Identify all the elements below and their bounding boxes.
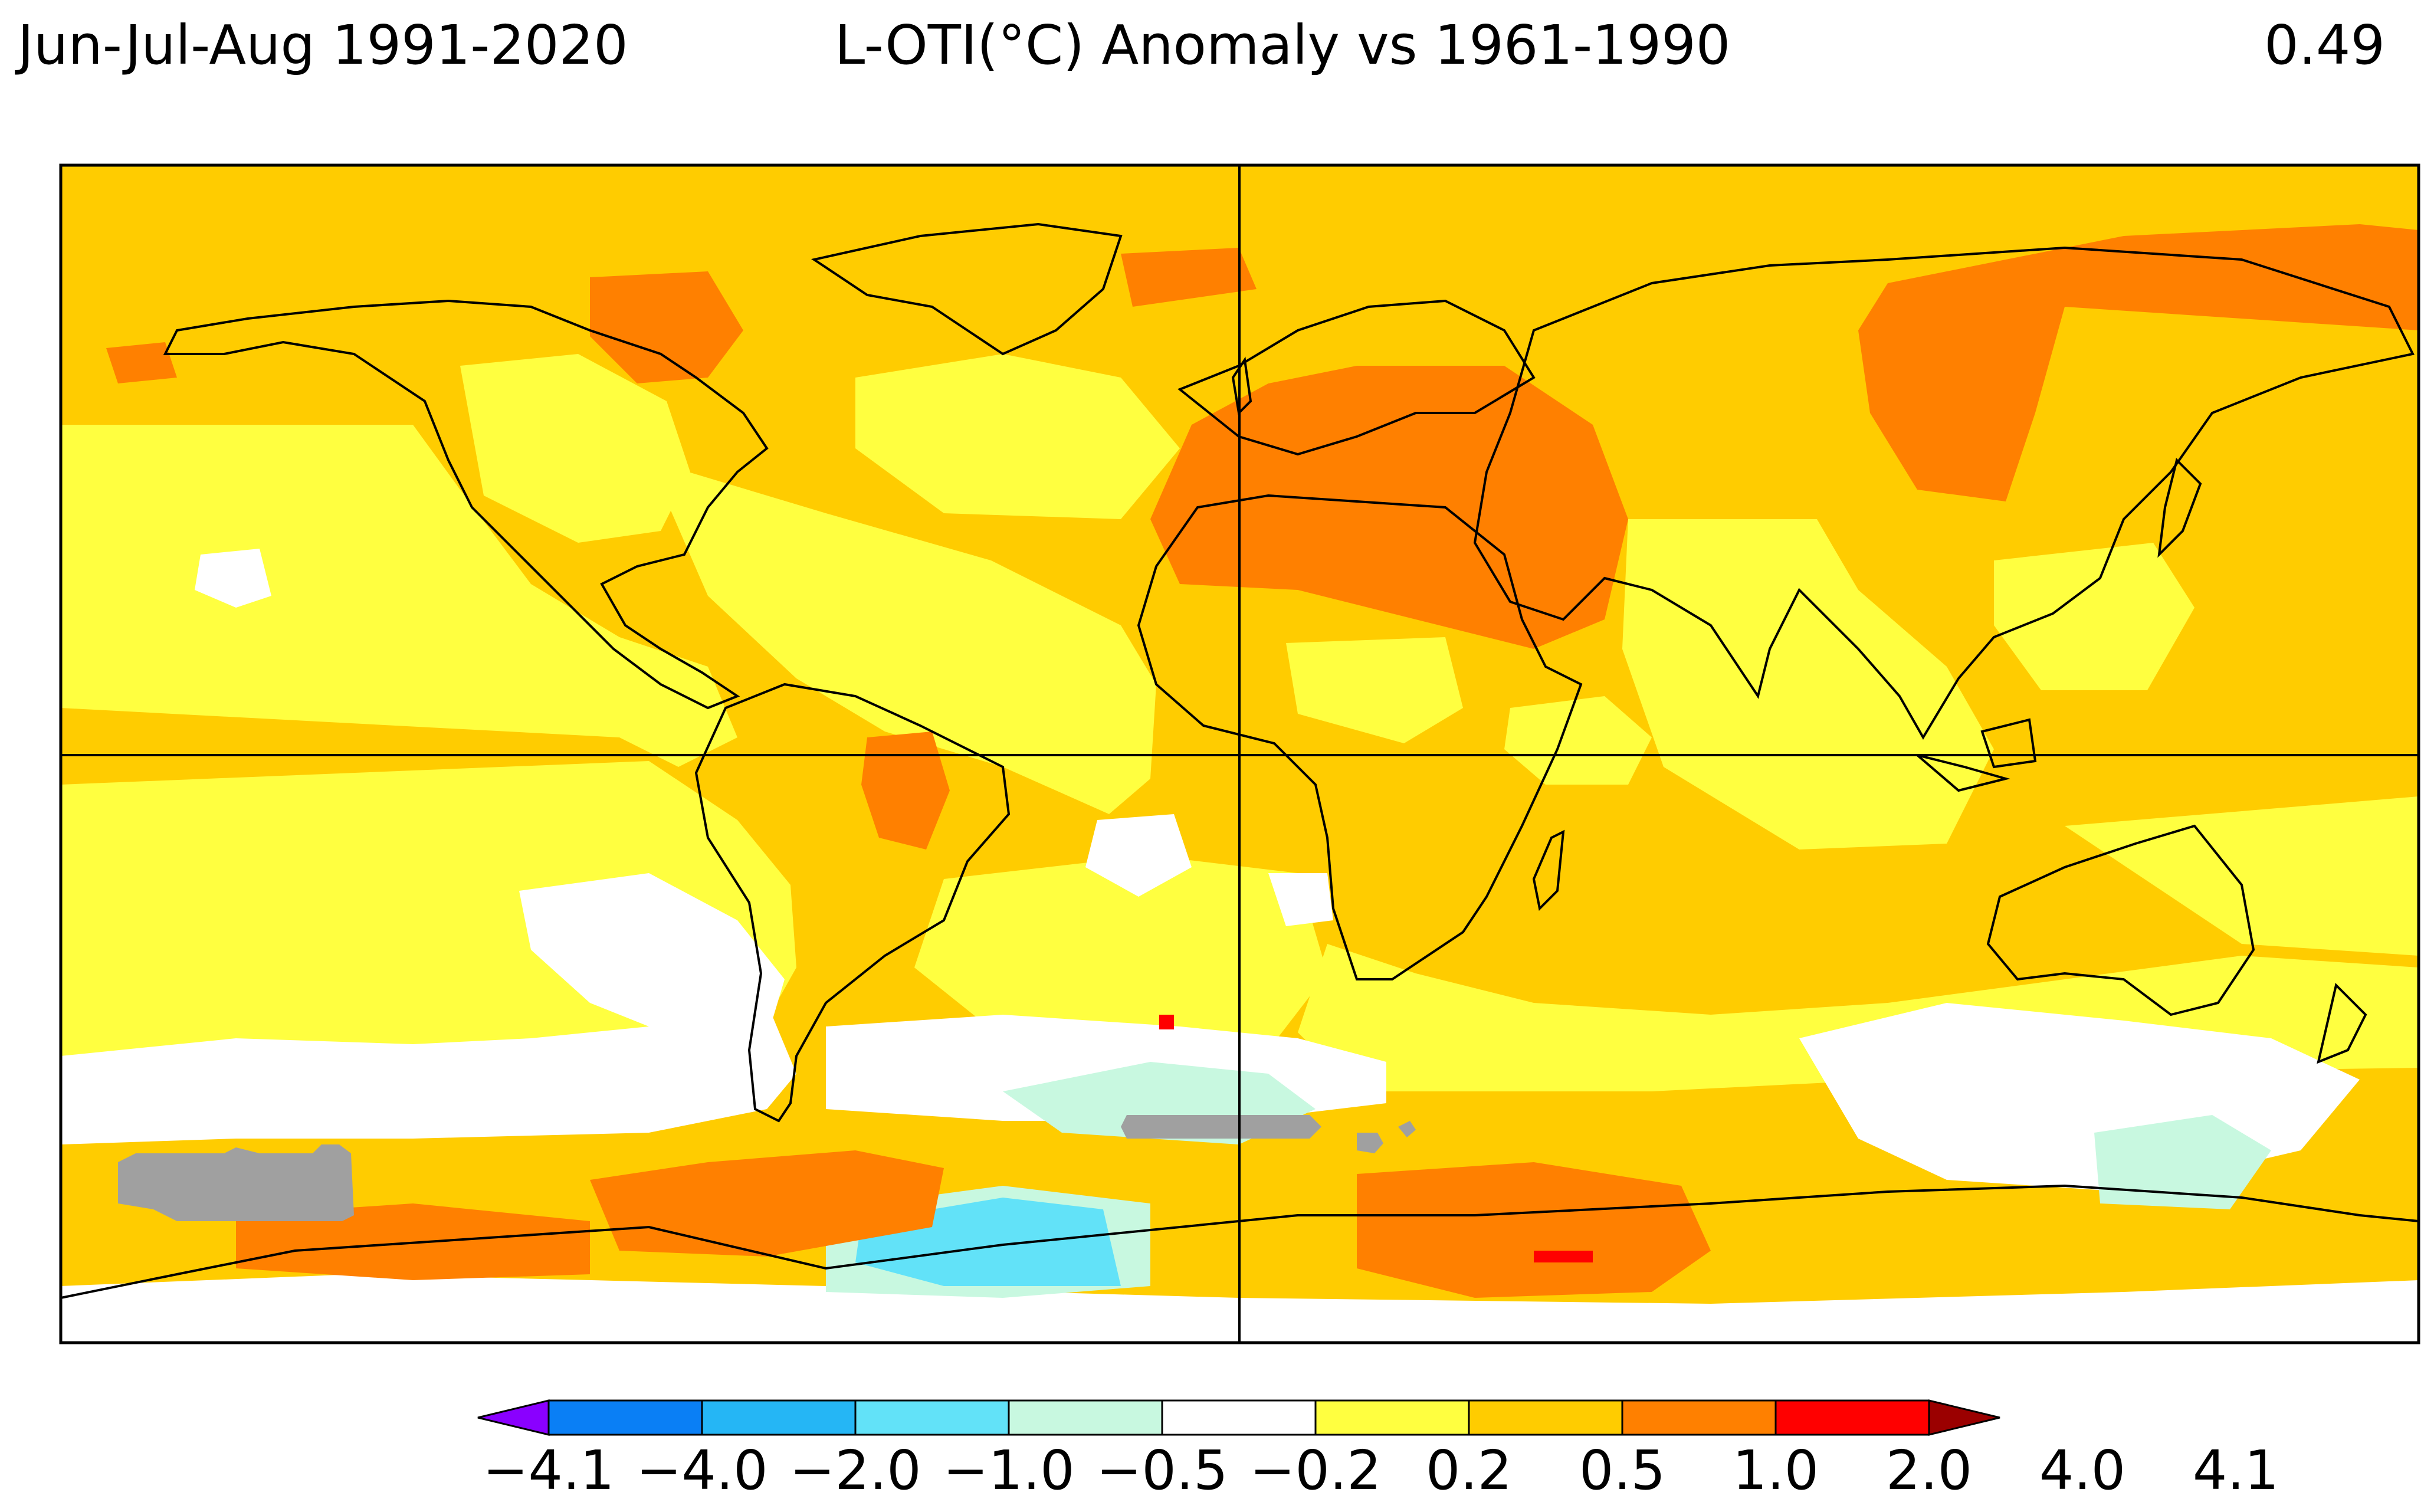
global-mean-value: 0.49 [2264, 14, 2385, 77]
anomaly-region [1085, 814, 1192, 897]
colorbar-tick-label: −0.5 [1096, 1439, 1228, 1502]
coastline-africa [1137, 494, 1583, 980]
colorbar-extend-high [1928, 1399, 2000, 1436]
colorbar-tick-label: −1.0 [943, 1439, 1075, 1502]
anomaly-region [1858, 224, 2419, 501]
anomaly-region [1286, 637, 1463, 743]
coastline-new-zealand [2317, 983, 2367, 1064]
anomaly-region [519, 873, 785, 1038]
coastline-uk [1231, 356, 1252, 416]
colorbar-tick-label: 1.0 [1732, 1439, 1819, 1502]
coastline-south-america [694, 683, 1011, 1123]
anomaly-region [590, 271, 743, 383]
anomaly-region [106, 342, 177, 383]
colorbar-swatch [1161, 1399, 1317, 1436]
anomaly-region [1268, 873, 1333, 926]
colorbar-tick-label: −2.0 [789, 1439, 921, 1502]
colorbar-swatch [547, 1399, 703, 1436]
coastline-north-america [163, 299, 769, 710]
colorbar-tick-label: 2.0 [1885, 1439, 1973, 1502]
coastline-madagascar [1532, 829, 1565, 911]
colorbar-tick-label: −4.1 [483, 1439, 615, 1502]
colorbar-tick-label: 4.1 [2192, 1439, 2279, 1502]
anomaly-region [61, 1003, 796, 1144]
anomaly-region [1121, 248, 1257, 307]
coastline-europe [1177, 299, 1536, 456]
anomaly-region [2094, 1115, 2271, 1209]
colorbar-swatch [1008, 1399, 1163, 1436]
anomaly-region [1150, 366, 1628, 649]
colorbar-tick-label: 0.5 [1579, 1439, 1666, 1502]
anomaly-region [460, 354, 690, 543]
season-period-label: Jun-Jul-Aug 1991-2020 [18, 14, 628, 77]
anomaly-region [590, 1150, 944, 1257]
anomaly-region [1159, 1015, 1174, 1029]
anomaly-region [2065, 796, 2419, 956]
colorbar-tick-label: 4.0 [2039, 1439, 2126, 1502]
anomaly-region [855, 354, 1180, 519]
coastline-greenland [811, 222, 1123, 356]
missing-data-region [1398, 1121, 1416, 1137]
anomaly-field [61, 165, 2419, 1343]
colorbar-swatch [1621, 1399, 1777, 1436]
colorbar-swatch [1468, 1399, 1623, 1436]
anomaly-region [914, 855, 1327, 1062]
colorbar-swatch [1314, 1399, 1470, 1436]
colorbar-tick-label: 0.2 [1425, 1439, 1513, 1502]
map-frame [59, 163, 2420, 1344]
coastline-australia [1986, 824, 2255, 1016]
anomaly-region [1504, 696, 1652, 785]
colorbar-tick-label: −0.2 [1249, 1439, 1382, 1502]
map-title: L-OTI(°C) Anomaly vs 1961-1990 [835, 14, 1731, 77]
anomaly-region [649, 460, 1156, 814]
missing-data-region [1357, 1133, 1383, 1153]
anomaly-region [1534, 1251, 1593, 1262]
colorbar-extend-low [477, 1399, 550, 1436]
missing-data-region [1121, 1115, 1321, 1139]
missing-data-region [118, 1144, 354, 1221]
colorbar-tick-label: −4.0 [636, 1439, 768, 1502]
anomaly-region [861, 732, 950, 850]
coastline-japan [2157, 458, 2202, 558]
anomaly-region [1622, 519, 1994, 850]
colorbar-swatch [1774, 1399, 1930, 1436]
anomaly-region [1994, 543, 2194, 690]
coastline-asia [1473, 246, 2415, 740]
anomaly-region [61, 425, 737, 767]
colorbar-swatch [701, 1399, 857, 1436]
anomaly-region [1357, 1162, 1711, 1298]
anomaly-region [195, 549, 271, 608]
colorbar-swatch [854, 1399, 1010, 1436]
